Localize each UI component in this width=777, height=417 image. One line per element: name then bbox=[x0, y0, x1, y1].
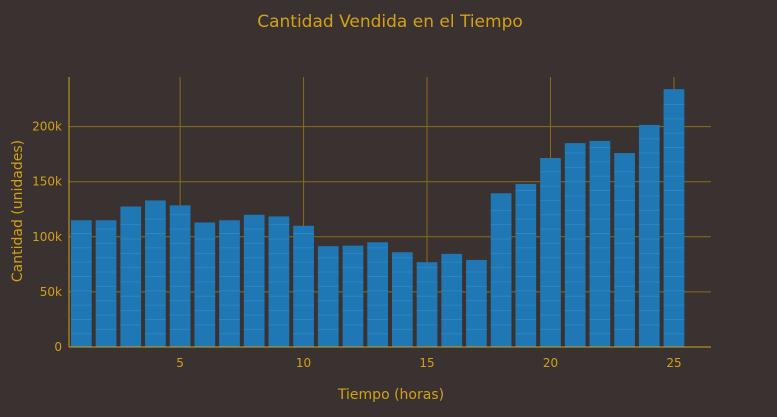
bar bbox=[614, 153, 635, 347]
bar-rect bbox=[490, 193, 512, 347]
axes bbox=[68, 77, 711, 348]
x-tick-label: 5 bbox=[176, 356, 184, 370]
y-tick-label: 0 bbox=[54, 340, 62, 354]
bar bbox=[342, 245, 364, 347]
bar bbox=[219, 220, 240, 347]
bar bbox=[515, 183, 537, 347]
x-tick-label: 10 bbox=[296, 356, 311, 370]
bar bbox=[268, 216, 290, 347]
bar bbox=[95, 220, 117, 347]
x-tick-label: 20 bbox=[543, 356, 558, 370]
x-tick-label: 25 bbox=[666, 356, 681, 370]
bar-rect bbox=[367, 242, 389, 347]
bar bbox=[367, 242, 389, 347]
bar bbox=[293, 225, 314, 347]
bar-rect bbox=[540, 158, 561, 347]
x-tick-labels: 5 10 15 20 25 bbox=[176, 356, 681, 370]
bar-rect bbox=[564, 143, 586, 347]
y-tick-label: 150k bbox=[32, 175, 62, 189]
bar bbox=[169, 205, 191, 347]
bar bbox=[540, 158, 561, 347]
bar-rect bbox=[317, 246, 339, 347]
bar-rect bbox=[70, 220, 92, 347]
bar-rect bbox=[145, 200, 166, 347]
bar bbox=[490, 193, 512, 347]
bar-rect bbox=[515, 183, 537, 347]
bar-rect bbox=[194, 222, 216, 347]
y-tick-labels: 0 50k 100k 150k 200k bbox=[32, 120, 62, 354]
bar-rect bbox=[120, 206, 142, 347]
x-axis-title: Tiempo (horas) bbox=[337, 387, 444, 403]
chart-title: Cantidad Vendida en el Tiempo bbox=[257, 12, 523, 32]
y-tick-label: 50k bbox=[40, 285, 62, 299]
bars bbox=[70, 89, 685, 348]
bar bbox=[194, 222, 216, 347]
bar bbox=[391, 252, 413, 347]
bar bbox=[466, 259, 487, 347]
y-tick-label: 200k bbox=[32, 120, 62, 134]
bar-rect bbox=[169, 205, 191, 347]
bar-rect bbox=[293, 225, 314, 347]
bar-rect bbox=[614, 153, 635, 347]
bar-rect bbox=[95, 220, 117, 347]
y-tick-label: 100k bbox=[32, 230, 62, 244]
bar bbox=[663, 89, 685, 348]
bar bbox=[589, 140, 611, 347]
bar-rect bbox=[243, 214, 265, 347]
x-tick-label: 15 bbox=[419, 356, 434, 370]
bar-rect bbox=[416, 262, 438, 347]
bar-rect bbox=[219, 220, 240, 347]
bar-rect bbox=[638, 124, 660, 347]
bar bbox=[317, 246, 339, 347]
y-axis-title: Cantidad (unidades) bbox=[10, 140, 26, 282]
bar-rect bbox=[466, 259, 487, 347]
bar-rect bbox=[663, 89, 685, 348]
bar-rect bbox=[589, 140, 611, 347]
bar bbox=[120, 206, 142, 347]
bar bbox=[243, 214, 265, 347]
bar bbox=[416, 262, 438, 347]
bar bbox=[441, 253, 463, 347]
bar bbox=[638, 124, 660, 347]
bar bbox=[70, 220, 92, 347]
bar bbox=[564, 143, 586, 347]
bar-rect bbox=[441, 253, 463, 347]
bar-rect bbox=[391, 252, 413, 347]
bar bbox=[145, 200, 166, 347]
